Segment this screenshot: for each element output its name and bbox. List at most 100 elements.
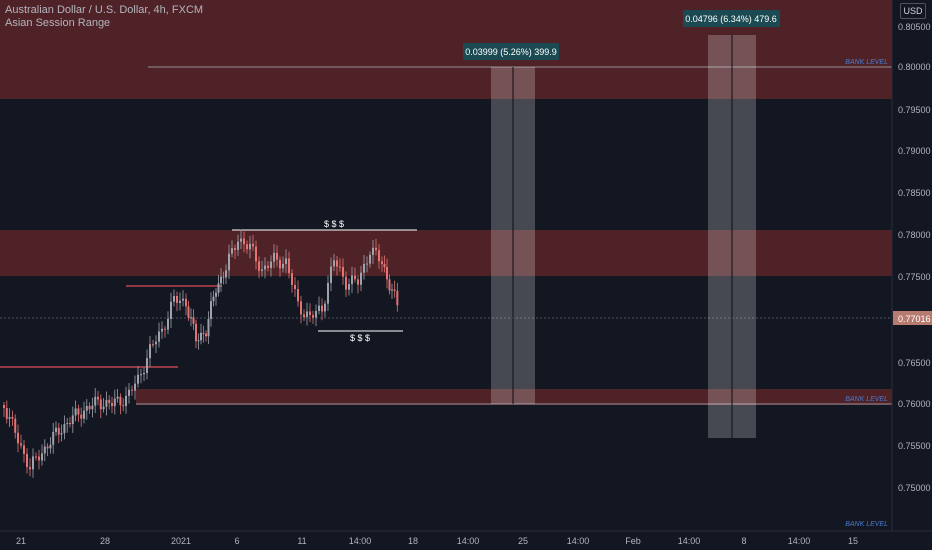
- candle-body: [396, 290, 399, 306]
- bank-level-label-upper: BANK LEVEL: [845, 59, 888, 66]
- time-tick: 21: [16, 536, 26, 546]
- candle-body: [43, 446, 46, 454]
- candle-body: [131, 389, 133, 391]
- candle-body: [66, 423, 69, 425]
- time-tick: 11: [297, 536, 306, 546]
- candle-body: [74, 408, 77, 416]
- candle-body: [372, 247, 374, 255]
- candle-body: [85, 405, 88, 411]
- candle-body: [35, 456, 37, 458]
- candle-body: [17, 432, 19, 444]
- candle-body: [336, 260, 338, 267]
- candle-body: [105, 399, 108, 407]
- candle-body: [378, 250, 380, 262]
- candle-body: [46, 446, 49, 449]
- time-axis[interactable]: 21 28 2021 6 11 14:00 18 14:00 25 14:00 Feb 14:00 8 1…: [0, 530, 932, 546]
- candle-body: [285, 258, 287, 264]
- candle-body: [252, 243, 254, 247]
- candle-body: [111, 403, 113, 407]
- candle-body: [77, 408, 80, 415]
- candle-body: [20, 443, 22, 446]
- candle-body: [128, 389, 130, 396]
- candle-body: [23, 445, 25, 454]
- candle-body: [14, 418, 17, 433]
- candle-body: [11, 417, 14, 419]
- candle-body: [108, 399, 111, 404]
- price-tick: 0.79000: [898, 146, 931, 156]
- supply-zone-middle: [0, 230, 892, 276]
- price-axis[interactable]: 0.80500 0.80000 0.79500 0.79000 0.78500 0.780…: [891, 0, 931, 531]
- candle-body: [363, 263, 365, 273]
- candle-body: [195, 323, 197, 342]
- bank-level-label-lower: BANK LEVEL: [845, 396, 888, 403]
- candle-body: [339, 266, 341, 268]
- candle-body: [125, 395, 127, 406]
- candle-body: [190, 317, 192, 319]
- current-price-tag: [893, 311, 932, 325]
- candle-body: [333, 260, 335, 267]
- candle-body: [351, 275, 353, 285]
- candle-body: [176, 295, 178, 303]
- candle-body: [330, 266, 332, 283]
- candle-body: [49, 444, 52, 449]
- candle-body: [270, 261, 272, 268]
- time-tick: Feb: [625, 536, 641, 546]
- candle-body: [192, 317, 195, 324]
- price-tick: 0.76500: [898, 358, 931, 368]
- time-tick: 14:00: [678, 536, 701, 546]
- candle-body: [294, 284, 296, 290]
- candle-body: [357, 279, 359, 285]
- candle-body: [170, 301, 172, 319]
- candle-body: [388, 279, 391, 291]
- candle-body: [60, 433, 63, 435]
- time-tick: 28: [100, 536, 110, 546]
- candle-body: [119, 396, 122, 406]
- demand-zone-lower: [136, 389, 892, 405]
- candle-body: [391, 289, 393, 291]
- indicator-label[interactable]: Asian Session Range: [5, 17, 111, 29]
- candle-body: [231, 248, 233, 254]
- candle-body: [202, 332, 205, 334]
- candle-body: [8, 417, 11, 419]
- time-tick: 15: [848, 536, 858, 546]
- candle-body: [38, 456, 40, 461]
- candle-body: [97, 396, 99, 400]
- candle-body: [234, 248, 236, 251]
- candle-body: [149, 344, 151, 359]
- measure-label-1-bg: [463, 43, 559, 60]
- candle-body: [386, 267, 388, 280]
- liquidity-label-top: $ $ $: [324, 219, 344, 229]
- candle-body: [3, 405, 5, 408]
- candle-body: [155, 341, 157, 345]
- candle-body: [137, 374, 139, 384]
- candlestick-series[interactable]: [3, 229, 399, 478]
- candle-body: [217, 283, 220, 293]
- candle-body: [143, 372, 145, 375]
- chart-title: Australian Dollar / U.S. Dollar, 4h, FXC…: [5, 4, 204, 16]
- price-tick: 0.78500: [898, 188, 931, 198]
- candle-body: [52, 431, 55, 445]
- candle-body: [5, 408, 8, 419]
- candle-body: [258, 261, 260, 271]
- candle-body: [303, 314, 305, 318]
- candle-body: [342, 267, 344, 277]
- time-tick: 14:00: [567, 536, 590, 546]
- candle-body: [366, 263, 368, 265]
- candle-body: [210, 301, 212, 319]
- measure-label-1: 0.03999 (5.26%) 399.9: [465, 47, 557, 57]
- time-tick: 14:00: [349, 536, 372, 546]
- candle-body: [249, 243, 251, 250]
- candle-body: [146, 358, 148, 373]
- time-tick: 14:00: [788, 536, 811, 546]
- candle-body: [71, 415, 74, 425]
- currency-button[interactable]: USD: [900, 3, 926, 19]
- candle-body: [360, 272, 362, 285]
- candle-body: [279, 259, 281, 269]
- candle-body: [228, 253, 230, 271]
- candle-body: [57, 427, 60, 435]
- candle-body: [237, 241, 239, 251]
- candle-body: [55, 427, 57, 432]
- candle-body: [240, 238, 242, 242]
- candle-body: [282, 263, 284, 269]
